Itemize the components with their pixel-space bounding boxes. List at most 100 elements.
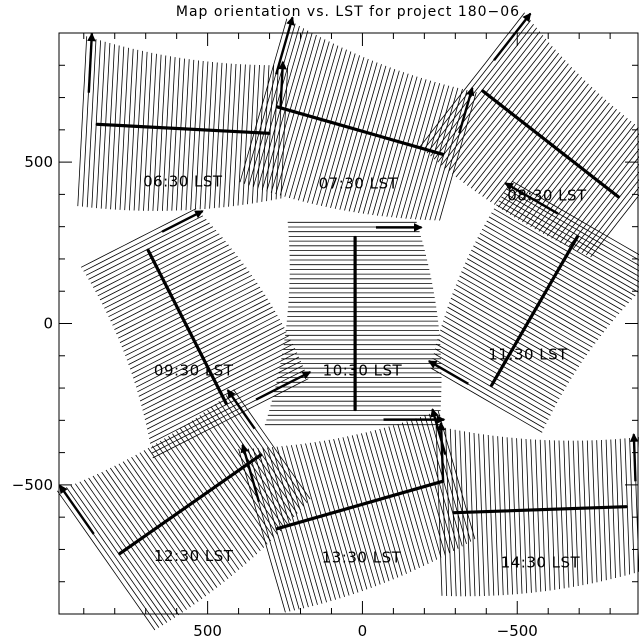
scan-line (203, 412, 285, 528)
scan-line (486, 77, 583, 200)
scan-line (353, 68, 396, 213)
scan-line (376, 76, 418, 216)
scan-line (370, 431, 412, 573)
scan-line (490, 80, 586, 203)
scan-line (475, 241, 614, 322)
scan-line (497, 436, 504, 596)
scan-line (271, 446, 318, 605)
scan-line (538, 117, 628, 232)
scan-line (316, 55, 360, 206)
scan-line (145, 348, 296, 425)
scan-line (233, 389, 311, 500)
scan-line (179, 428, 265, 548)
scan-line (328, 439, 372, 588)
scan-line (199, 415, 282, 532)
scan-line (429, 89, 468, 221)
tick-labels: 500 0 −500 500 0 −500 (12, 153, 538, 640)
scan-line (143, 339, 291, 416)
arrow-head (430, 408, 439, 418)
scan-line (473, 245, 611, 326)
scan-line (410, 419, 450, 554)
scan-line (397, 423, 438, 560)
scan-line (302, 49, 347, 202)
arrow-head (286, 16, 295, 26)
scan-line (108, 252, 235, 318)
scan-line (266, 32, 313, 192)
arrow-head (301, 371, 312, 380)
scan-line (391, 80, 432, 218)
scan-line (248, 23, 296, 186)
scan-line (342, 437, 385, 583)
scan-line (237, 64, 246, 206)
scan-line (445, 311, 569, 383)
chart-title: Map orientation vs. LST for project 180−… (176, 4, 520, 20)
scan-line (470, 63, 569, 189)
scan-line (405, 84, 445, 219)
scan-line (439, 91, 477, 221)
x-tick-label: 0 (358, 622, 368, 640)
scan-line (401, 422, 442, 558)
orientation-axis (452, 505, 628, 515)
map-panels: 06:30 LST 07:30 LST 08:30 LST 09:30 LST 10:3… (56, 12, 639, 631)
map-panel: 06:30 LST (77, 32, 289, 211)
lst-label: 11:30 LST (488, 345, 568, 363)
scan-line (539, 439, 546, 592)
direction-arrow (58, 484, 95, 535)
arrow-head (87, 32, 96, 42)
y-tick-label: 500 (24, 153, 53, 171)
scan-line (139, 452, 229, 580)
scan-line (275, 37, 322, 195)
scan-line (135, 454, 225, 582)
scan-line (311, 53, 356, 204)
scan-line (110, 255, 238, 322)
scan-line (279, 39, 326, 196)
scan-line (483, 434, 490, 596)
scan-line (330, 60, 374, 209)
scan-line (112, 259, 241, 326)
scan-line (520, 438, 528, 594)
scan-line (119, 274, 253, 343)
scan-line (267, 447, 314, 607)
scan-line (481, 228, 623, 311)
scan-line (176, 430, 261, 552)
scan-line (549, 440, 556, 590)
arrow-head (629, 433, 639, 442)
scan-line (323, 440, 368, 590)
scan-line (455, 284, 585, 360)
scan-line (126, 290, 263, 361)
scan-line (319, 441, 363, 592)
y-tick-label: 0 (43, 315, 53, 333)
scan-line (213, 62, 223, 209)
scan-line (473, 432, 481, 597)
scan-line (437, 339, 555, 408)
scan-line (293, 45, 339, 200)
orientation-axis (489, 235, 580, 388)
scan-line (305, 443, 350, 596)
scan-line (157, 55, 167, 211)
direction-arrow (632, 434, 637, 482)
scan-line (225, 395, 305, 507)
scan-line (459, 275, 590, 352)
scan-line (190, 60, 199, 210)
scan-line (530, 439, 537, 593)
scan-line (563, 440, 570, 588)
scan-line (109, 467, 203, 600)
scan-line (428, 413, 467, 545)
scan-line (218, 63, 227, 208)
scan-line (150, 369, 305, 449)
scan-line (506, 437, 513, 595)
scan-line (144, 343, 294, 420)
scan-line (535, 439, 542, 592)
scan-line (526, 108, 617, 225)
scan-line (347, 436, 390, 582)
scan-line (126, 459, 218, 588)
scan-line (466, 60, 566, 186)
scan-line (464, 262, 599, 340)
scan-line (383, 427, 425, 567)
orientation-axis (95, 122, 271, 135)
scan-line (596, 440, 602, 582)
arrow-head (59, 484, 68, 495)
scan-line (590, 194, 639, 258)
scan-line (123, 282, 258, 352)
arrow-head (522, 12, 532, 23)
